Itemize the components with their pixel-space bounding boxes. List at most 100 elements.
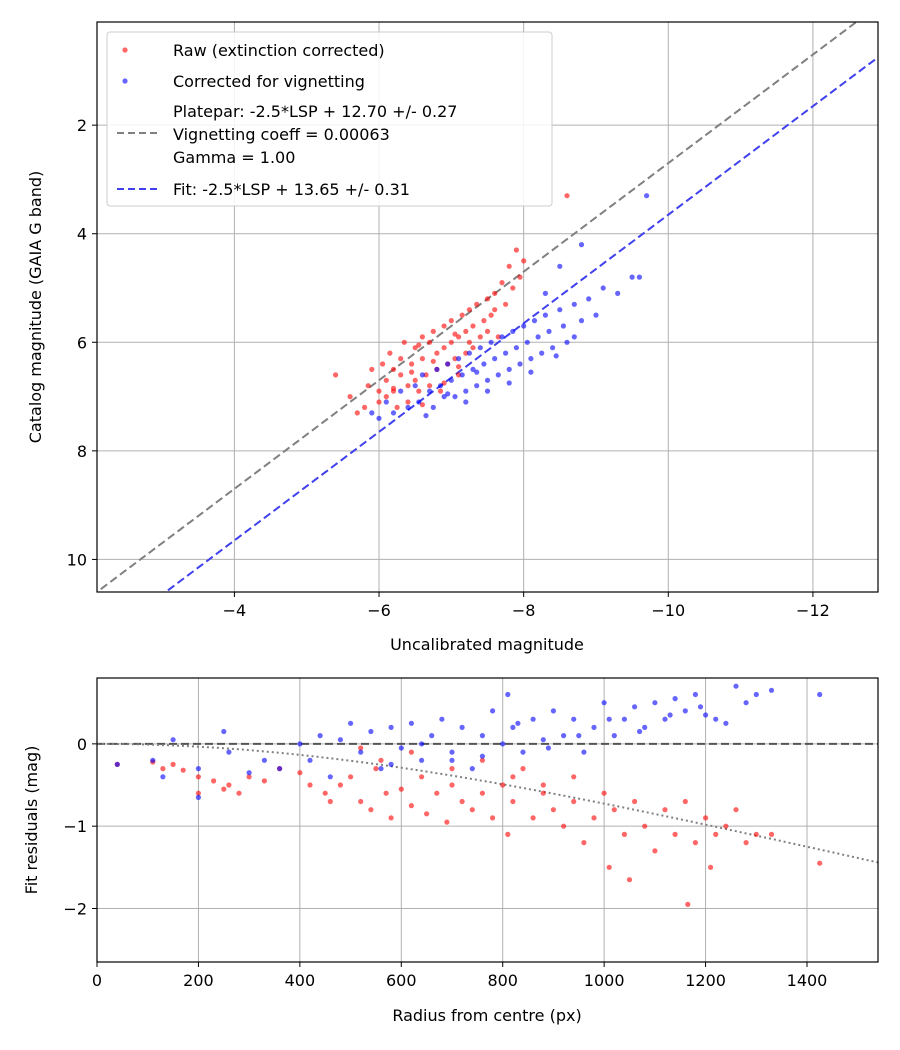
bottom-point-corrected (368, 728, 374, 735)
top-point-corrected (376, 415, 382, 421)
top-point-corrected (644, 193, 650, 199)
top-point-corrected (481, 361, 487, 367)
bottom-x-tick-label: 400 (285, 971, 316, 990)
bottom-point-raw (408, 749, 414, 755)
top-point-raw (412, 377, 418, 383)
bottom-point-raw (685, 901, 691, 908)
top-point-corrected (539, 350, 545, 356)
bottom-point-corrected (114, 761, 120, 768)
bottom-point-raw (713, 831, 719, 838)
top-point-raw (419, 402, 425, 408)
bottom-point-raw (479, 790, 485, 796)
bottom-point-corrected (297, 741, 303, 747)
bottom-x-tick-label: 1400 (787, 971, 828, 990)
bottom-point-corrected (378, 766, 384, 772)
bottom-point-raw (408, 803, 414, 809)
top-point-corrected (524, 339, 530, 345)
top-point-raw (430, 328, 436, 334)
bottom-point-corrected (317, 733, 323, 739)
bottom-point-raw (601, 790, 607, 796)
bottom-point-corrected (505, 691, 511, 698)
top-point-raw (456, 364, 462, 370)
bottom-point-corrected (358, 749, 364, 755)
bottom-point-raw (337, 782, 343, 788)
top-x-axis-label: Uncalibrated magnitude (390, 635, 584, 654)
top-point-corrected (506, 380, 512, 386)
legend-label-platepar: Platepar: -2.5*LSP + 12.70 +/- 0.27 (173, 102, 457, 121)
bottom-point-corrected (561, 733, 567, 739)
bottom-point-corrected (621, 716, 628, 722)
top-point-raw (416, 342, 422, 348)
bottom-point-raw (510, 798, 516, 805)
top-point-raw (448, 318, 454, 324)
bottom-point-raw (505, 831, 511, 838)
bottom-x-tick-label: 1000 (584, 971, 625, 990)
top-point-raw (390, 366, 397, 372)
bottom-point-raw (479, 757, 485, 763)
legend-label-vignetting-coeff: Vignetting coeff = 0.00063 (173, 125, 390, 144)
top-point-raw (401, 339, 407, 345)
bottom-point-corrected (429, 733, 435, 739)
bottom-point-raw (632, 798, 638, 805)
top-x-tick-label: −12 (796, 601, 830, 620)
bottom-x-ticks: 0 200 400 600 800 1000 1200 1400 (92, 962, 827, 990)
top-point-corrected (484, 377, 491, 383)
top-point-corrected (492, 356, 498, 362)
bottom-point-raw (672, 831, 678, 838)
bottom-point-raw (682, 798, 688, 805)
bottom-point-corrected (195, 794, 201, 801)
top-point-raw (383, 377, 389, 383)
bottom-point-raw (195, 774, 201, 780)
bottom-point-raw (652, 848, 658, 854)
top-point-raw (492, 290, 498, 296)
top-point-raw (456, 372, 462, 378)
top-point-raw (409, 369, 415, 375)
bottom-panel: 0 200 400 600 800 1000 1200 1400 0 −1 −2 Radius f… (22, 677, 879, 1025)
top-y-tick-label: 8 (77, 442, 87, 461)
top-point-raw (452, 356, 458, 362)
bottom-point-raw (261, 778, 267, 784)
bottom-point-raw (581, 840, 587, 846)
top-point-corrected (445, 391, 451, 397)
bottom-point-corrected (160, 774, 166, 780)
bottom-point-raw (459, 798, 465, 805)
top-point-raw (380, 361, 386, 367)
bottom-point-raw (195, 790, 201, 796)
bottom-point-raw (322, 790, 328, 796)
top-point-raw (488, 312, 494, 318)
top-point-corrected (499, 334, 505, 340)
bottom-x-tick-label: 1200 (685, 971, 726, 990)
top-point-corrected (441, 394, 447, 400)
bottom-point-corrected (576, 733, 582, 739)
bottom-point-corrected (439, 716, 445, 722)
bottom-x-tick-label: 200 (183, 971, 214, 990)
top-point-corrected (383, 399, 389, 405)
top-point-corrected (629, 274, 635, 280)
bottom-point-corrected (348, 720, 354, 726)
top-point-raw (481, 318, 487, 324)
top-point-corrected (474, 369, 480, 375)
top-y-tick-label: 2 (77, 116, 87, 135)
top-point-corrected (423, 413, 429, 419)
bottom-point-raw (520, 766, 526, 772)
top-line-fit (164, 56, 878, 592)
bottom-scatter-points (114, 683, 823, 908)
top-point-corrected (513, 345, 520, 351)
bottom-y-tick-label: −1 (63, 817, 87, 836)
bottom-point-raw (160, 766, 166, 772)
top-point-corrected (600, 285, 606, 291)
bottom-y-tick-label: −2 (63, 899, 87, 918)
top-point-raw (463, 350, 469, 356)
top-point-raw (405, 399, 411, 405)
bottom-point-corrected (459, 724, 465, 731)
bottom-point-corrected (637, 728, 643, 735)
top-point-corrected (369, 410, 375, 416)
bottom-point-corrected (606, 716, 612, 722)
top-x-tick-label: −4 (223, 601, 247, 620)
legend-label-corrected: Corrected for vignetting (173, 72, 365, 91)
bottom-point-corrected (398, 745, 404, 751)
bottom-gridlines (96, 678, 878, 962)
bottom-point-corrected (743, 700, 749, 706)
bottom-line-vignetting (97, 742, 878, 864)
